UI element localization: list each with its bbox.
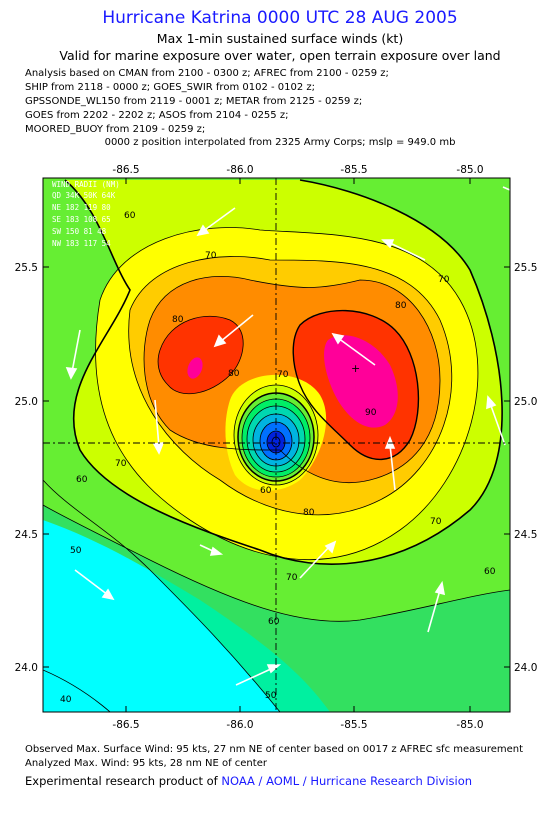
contour-label-50-s: 50 (265, 691, 277, 701)
lat-tick-right: 25.5 (514, 262, 537, 274)
analysis-line-4: GOES from 2202 - 2202 z; ASOS from 2104 … (25, 110, 289, 121)
map-subtitle-wind: Max 1-min sustained surface winds (kt) (156, 31, 404, 46)
contour-label-60-e: 60 (484, 567, 496, 577)
wind-arrow (299, 540, 337, 579)
lon-tick-top: -86.5 (112, 164, 139, 176)
wind-radii-row: SW 150 81 48 (52, 227, 107, 236)
contour-label-50-w: 50 (70, 546, 82, 556)
lon-tick-top: -86.0 (226, 164, 253, 176)
wind-arrow (74, 569, 115, 601)
wind-arrow (65, 329, 81, 380)
wind-radii-table: WIND RADII (NM) QD 34K 50K 64K NE 182 11… (52, 180, 120, 248)
lon-tick-bottom: -85.0 (456, 719, 483, 731)
lat-tick-right: 24.0 (514, 662, 537, 674)
credit-line: Experimental research product of NOAA / … (25, 774, 472, 788)
lat-tick-left: 25.0 (15, 396, 38, 408)
contour-label-40: 40 (60, 695, 72, 705)
wind-arrow (502, 186, 510, 191)
wind-arrow (381, 239, 426, 261)
wind-arrow (199, 544, 224, 556)
contour-label-80-west: 80 (172, 315, 184, 325)
wind-arrow (427, 580, 446, 633)
lat-tick-right: 24.5 (514, 529, 537, 541)
analysis-line-2: SHIP from 2118 - 0000 z; GOES_SWIR from … (25, 82, 316, 93)
contour-label-60-s: 60 (268, 617, 280, 627)
map-frame (42, 177, 511, 713)
analysis-line-1: Analysis based on CMAN from 2100 - 0300 … (25, 68, 389, 79)
wind-radii-columns: QD 34K 50K 64K (52, 191, 116, 200)
contour-label-70-eye: 70 (277, 370, 289, 380)
wind-arrows (65, 186, 510, 686)
wind-field-map: 70 80 80 80 90 70 60 80 70 70 70 60 60 7… (15, 164, 538, 731)
storm-center-crosshair (43, 178, 510, 712)
wind-arrow (152, 399, 165, 455)
lon-tick-bottom: -86.5 (112, 719, 139, 731)
credit-prefix: Experimental research product of (25, 774, 218, 788)
contour-label-80-center: 80 (228, 369, 240, 379)
contour-label-70-w: 70 (115, 459, 127, 469)
contour-label-90: 90 (365, 408, 377, 418)
axis-ticks (43, 178, 510, 712)
wind-radii-row: NW 183 117 54 (52, 239, 111, 248)
contour-label-60-eye: 60 (260, 486, 272, 496)
lon-tick-top: -85.0 (456, 164, 483, 176)
wind-arrow (331, 332, 376, 366)
credit-org-link[interactable]: NOAA / AOML / Hurricane Research Divisio… (221, 774, 473, 788)
lat-tick-left: 24.0 (15, 662, 38, 674)
wind-arrow (486, 395, 506, 446)
wind-band-90-west (158, 316, 244, 394)
contour-label-60-w: 60 (76, 475, 88, 485)
lat-tick-right: 25.0 (514, 396, 537, 408)
eye-center (267, 431, 285, 453)
analysis-line-5: MOORED_BUOY from 2109 - 0259 z; (25, 124, 206, 135)
contour-label-70-se: 70 (430, 517, 442, 527)
contour-label-70-ne: 70 (438, 275, 450, 285)
max-wind-marker: + (351, 362, 360, 375)
map-title: Hurricane Katrina 0000 UTC 28 AUG 2005 (102, 8, 458, 28)
wind-core-east (324, 335, 398, 428)
lat-tick-left: 25.5 (15, 262, 38, 274)
wind-arrow (213, 314, 254, 348)
wind-radii-header: WIND RADII (NM) (52, 180, 120, 189)
lat-tick-left: 24.5 (15, 529, 38, 541)
wind-core-west (187, 357, 203, 379)
contour-label-60-nw: 60 (124, 211, 136, 221)
wind-radii-row: SE 183 108 65 (52, 215, 111, 224)
lon-tick-bottom: -86.0 (226, 719, 253, 731)
contour-label-70-s: 70 (286, 573, 298, 583)
lon-tick-bottom: -85.5 (340, 719, 367, 731)
observed-max-wind: Observed Max. Surface Wind: 95 kts, 27 n… (25, 744, 524, 755)
contour-label-80-east: 80 (395, 301, 407, 311)
analysis-line-3: GPSSONDE_WL150 from 2119 - 0001 z; METAR… (25, 96, 363, 107)
wind-radii-row: NE 182 119 80 (52, 203, 111, 212)
contour-label-70: 70 (205, 251, 217, 261)
map-subtitle-exposure: Valid for marine exposure over water, op… (59, 48, 501, 63)
wind-contour-fill: 70 80 80 80 90 70 60 80 70 70 70 60 60 7… (43, 178, 510, 712)
lon-tick-top: -85.5 (340, 164, 367, 176)
position-note: 0000 z position interpolated from 2325 A… (104, 137, 456, 148)
wind-arrow (196, 207, 236, 237)
contour-label-80-south: 80 (303, 508, 315, 518)
wind-arrow (235, 664, 282, 686)
analyzed-max-wind: Analyzed Max. Wind: 95 kts, 28 nm NE of … (25, 758, 267, 769)
